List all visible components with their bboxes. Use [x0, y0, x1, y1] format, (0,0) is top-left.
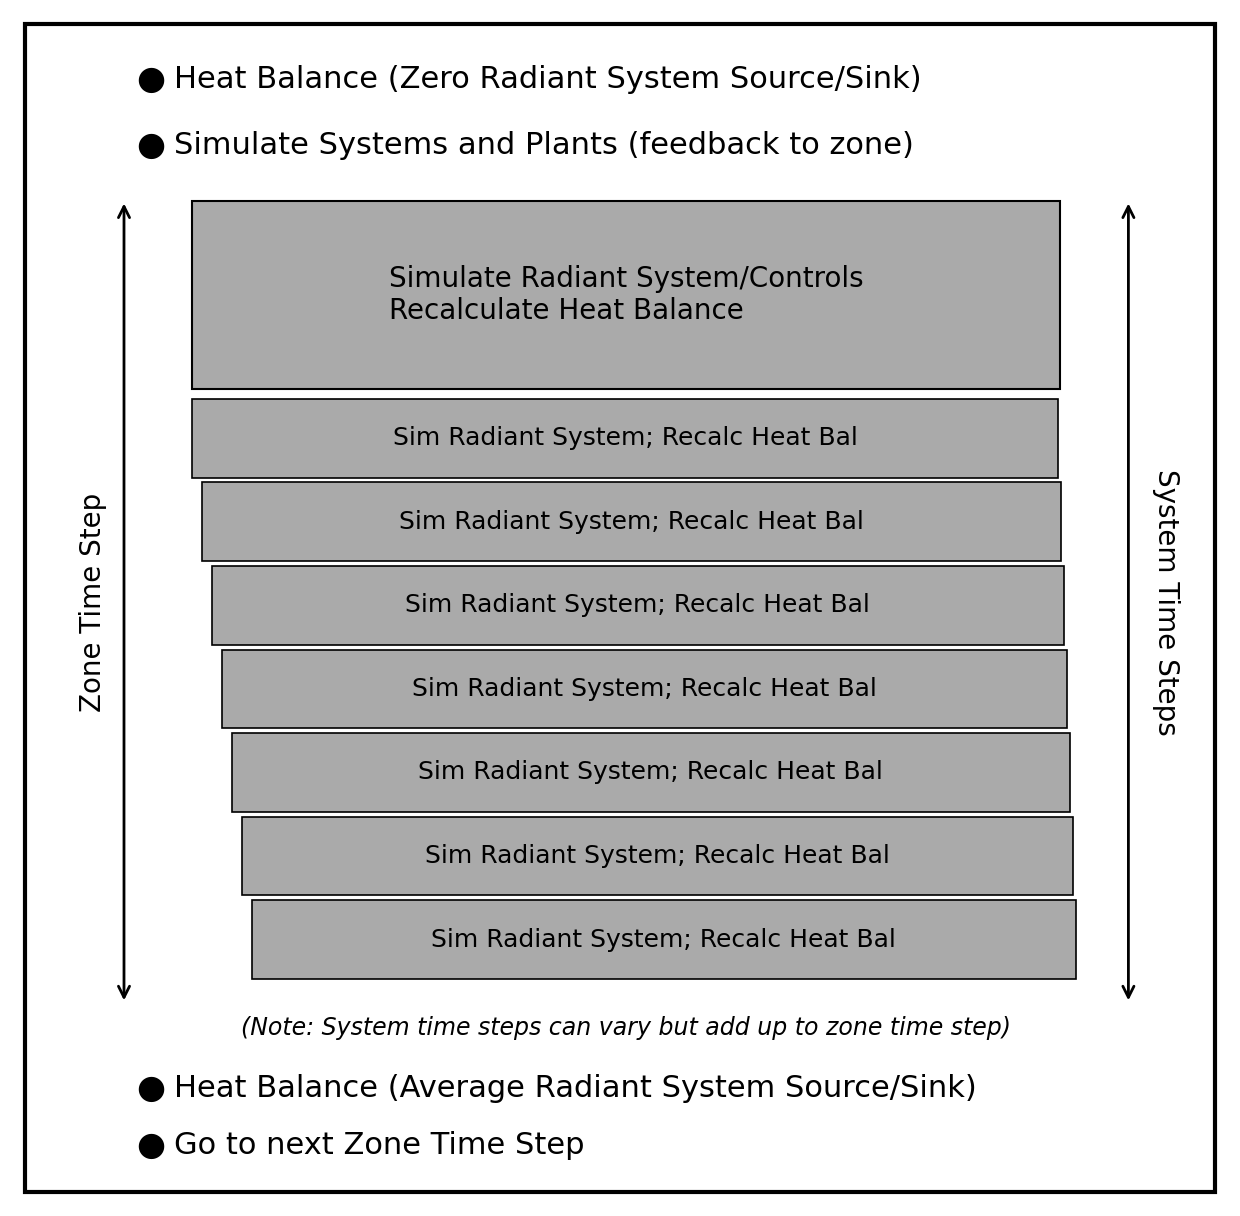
Text: Heat Balance (Average Radiant System Source/Sink): Heat Balance (Average Radiant System Sou…	[174, 1074, 976, 1103]
Text: Sim Radiant System; Recalc Heat Bal: Sim Radiant System; Recalc Heat Bal	[405, 593, 870, 618]
FancyBboxPatch shape	[242, 817, 1073, 895]
FancyBboxPatch shape	[252, 900, 1075, 979]
Text: (Note: System time steps can vary but add up to zone time step): (Note: System time steps can vary but ad…	[242, 1015, 1011, 1040]
Text: ●: ●	[136, 62, 165, 96]
Text: Simulate Systems and Plants (feedback to zone): Simulate Systems and Plants (feedback to…	[174, 131, 914, 161]
Text: System Time Steps: System Time Steps	[1152, 468, 1179, 736]
FancyBboxPatch shape	[25, 24, 1215, 1192]
Text: ●: ●	[136, 1071, 165, 1105]
Text: Go to next Zone Time Step: Go to next Zone Time Step	[174, 1131, 584, 1160]
Text: Sim Radiant System; Recalc Heat Bal: Sim Radiant System; Recalc Heat Bal	[418, 760, 883, 784]
Text: ●: ●	[136, 129, 165, 163]
Text: Sim Radiant System; Recalc Heat Bal: Sim Radiant System; Recalc Heat Bal	[399, 510, 864, 534]
FancyBboxPatch shape	[212, 565, 1064, 644]
Text: Sim Radiant System; Recalc Heat Bal: Sim Radiant System; Recalc Heat Bal	[432, 928, 897, 952]
FancyBboxPatch shape	[192, 201, 1060, 389]
Text: Simulate Radiant System/Controls
Recalculate Heat Balance: Simulate Radiant System/Controls Recalcu…	[389, 265, 863, 325]
Text: Sim Radiant System; Recalc Heat Bal: Sim Radiant System; Recalc Heat Bal	[412, 677, 877, 700]
Text: Sim Radiant System; Recalc Heat Bal: Sim Radiant System; Recalc Heat Bal	[393, 426, 857, 450]
FancyBboxPatch shape	[222, 649, 1066, 728]
Text: Zone Time Step: Zone Time Step	[79, 492, 107, 711]
FancyBboxPatch shape	[202, 483, 1060, 561]
Text: Sim Radiant System; Recalc Heat Bal: Sim Radiant System; Recalc Heat Bal	[425, 844, 889, 868]
FancyBboxPatch shape	[232, 733, 1070, 812]
FancyBboxPatch shape	[192, 399, 1058, 478]
Text: ●: ●	[136, 1128, 165, 1162]
Text: Heat Balance (Zero Radiant System Source/Sink): Heat Balance (Zero Radiant System Source…	[174, 64, 921, 94]
